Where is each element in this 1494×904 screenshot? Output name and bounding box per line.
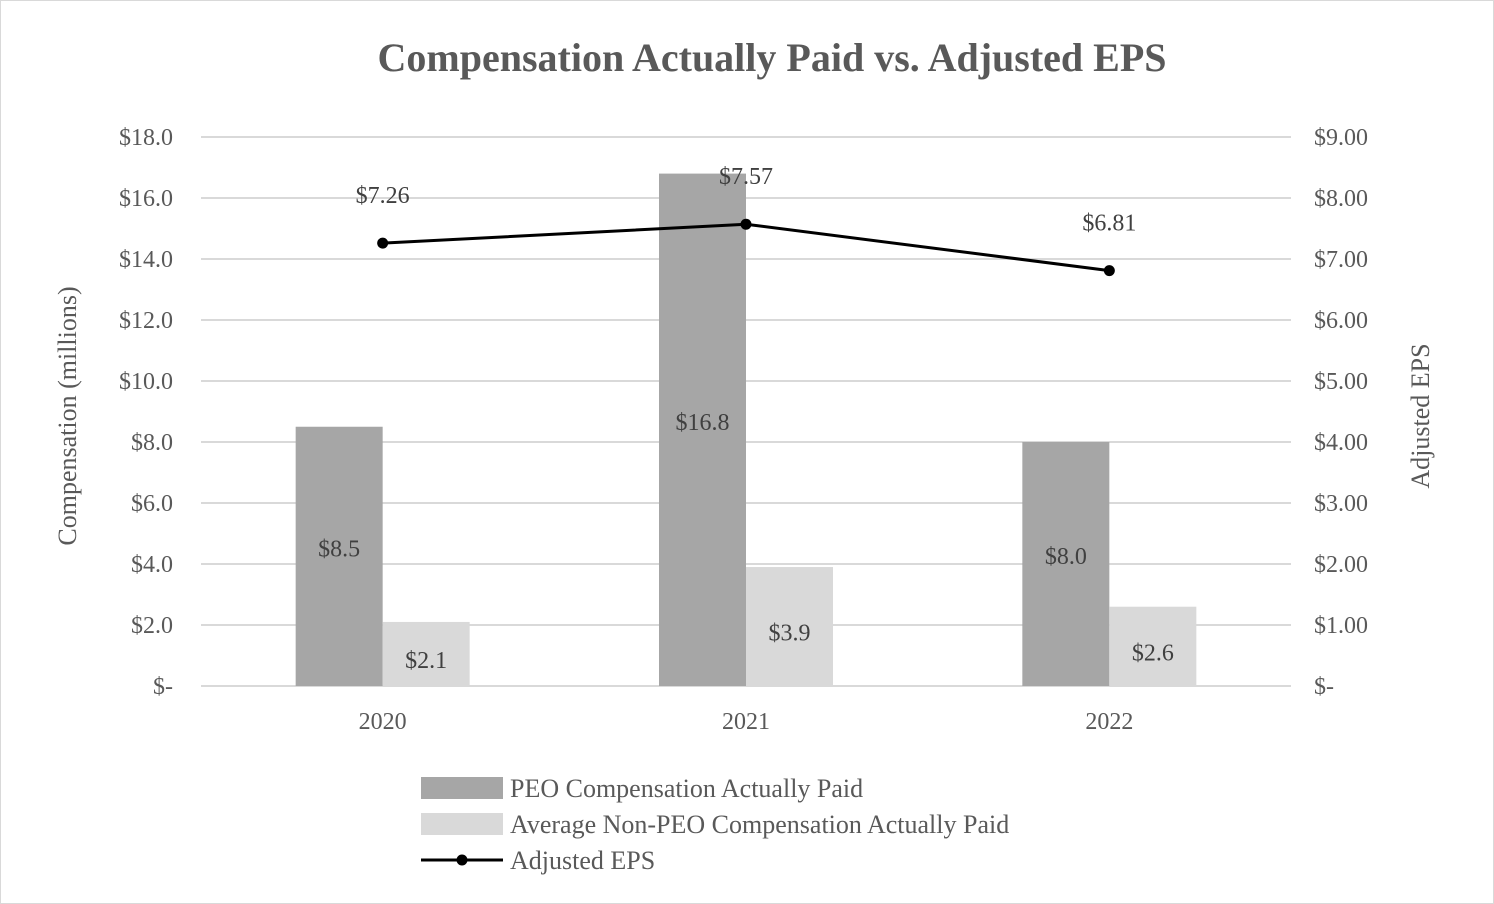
y-tick-label: $10.0	[119, 369, 173, 395]
data-labels: $8.5 $16.8 $8.0 $2.1 $3.9 $2.6 $7.26 $7.57 $6.81	[318, 164, 1174, 674]
non-peo-bar	[1109, 606, 1197, 686]
eps-point	[1103, 265, 1115, 277]
legend-swatch	[421, 777, 503, 799]
legend: PEO Compensation Actually Paid Average No…	[421, 774, 1009, 875]
legend-label: PEO Compensation Actually Paid	[510, 774, 863, 803]
non-peo-bar	[382, 621, 470, 686]
eps-label: $6.81	[1082, 211, 1136, 237]
eps-label: $7.57	[719, 164, 773, 190]
y2-tick-label: $2.00	[1314, 552, 1368, 578]
y-axis-title: Compensation (millions)	[53, 286, 82, 545]
y2-tick-label: $3.00	[1314, 491, 1368, 517]
eps-line	[377, 218, 1115, 277]
y2-tick-label: $1.00	[1314, 613, 1368, 639]
peo-bar-label: $8.5	[318, 536, 360, 562]
y-tick-label: $8.0	[131, 430, 173, 456]
axes: $- $2.0 $4.0 $6.0 $8.0 $10.0 $12.0 $14.0 $16.0 $1…	[119, 125, 1368, 735]
x-tick-label: 2022	[1085, 709, 1133, 735]
y-tick-label: $14.0	[119, 247, 173, 273]
y2-tick-label: $8.00	[1314, 186, 1368, 212]
non-peo-bar-label: $3.9	[769, 621, 811, 647]
legend-label: Adjusted EPS	[510, 846, 655, 875]
y-tick-label: $6.0	[131, 491, 173, 517]
y-tick-label: $2.0	[131, 613, 173, 639]
chart-title: Compensation Actually Paid vs. Adjusted …	[377, 35, 1166, 80]
eps-point	[740, 218, 752, 230]
y-tick-label: $4.0	[131, 552, 173, 578]
y2-tick-label: $7.00	[1314, 247, 1368, 273]
peo-bar-label: $8.0	[1045, 544, 1087, 570]
legend-marker	[456, 854, 468, 866]
non-peo-bar	[746, 567, 833, 686]
y-tick-label: $-	[153, 674, 173, 700]
y2-tick-label: $-	[1314, 674, 1334, 700]
non-peo-bar-label: $2.1	[405, 648, 447, 674]
y-tick-label: $12.0	[119, 308, 173, 334]
y2-tick-label: $5.00	[1314, 369, 1368, 395]
x-tick-label: 2020	[359, 709, 407, 735]
peo-bar-label: $16.8	[676, 410, 730, 436]
eps-label: $7.26	[356, 183, 410, 209]
peo-bar	[295, 426, 383, 686]
peo-bar	[1022, 442, 1110, 686]
bars	[295, 173, 1197, 687]
y2-axis-title: Adjusted EPS	[1406, 343, 1435, 488]
y2-tick-label: $6.00	[1314, 308, 1368, 334]
y-tick-label: $18.0	[119, 125, 173, 151]
legend-swatch	[421, 813, 503, 835]
non-peo-bar-label: $2.6	[1132, 640, 1174, 666]
x-tick-label: 2021	[722, 709, 770, 735]
eps-point	[377, 237, 389, 249]
y2-tick-label: $9.00	[1314, 125, 1368, 151]
y-tick-label: $16.0	[119, 186, 173, 212]
y2-tick-label: $4.00	[1314, 430, 1368, 456]
peo-bar	[659, 173, 746, 687]
legend-label: Average Non-PEO Compensation Actually Pa…	[510, 810, 1009, 839]
